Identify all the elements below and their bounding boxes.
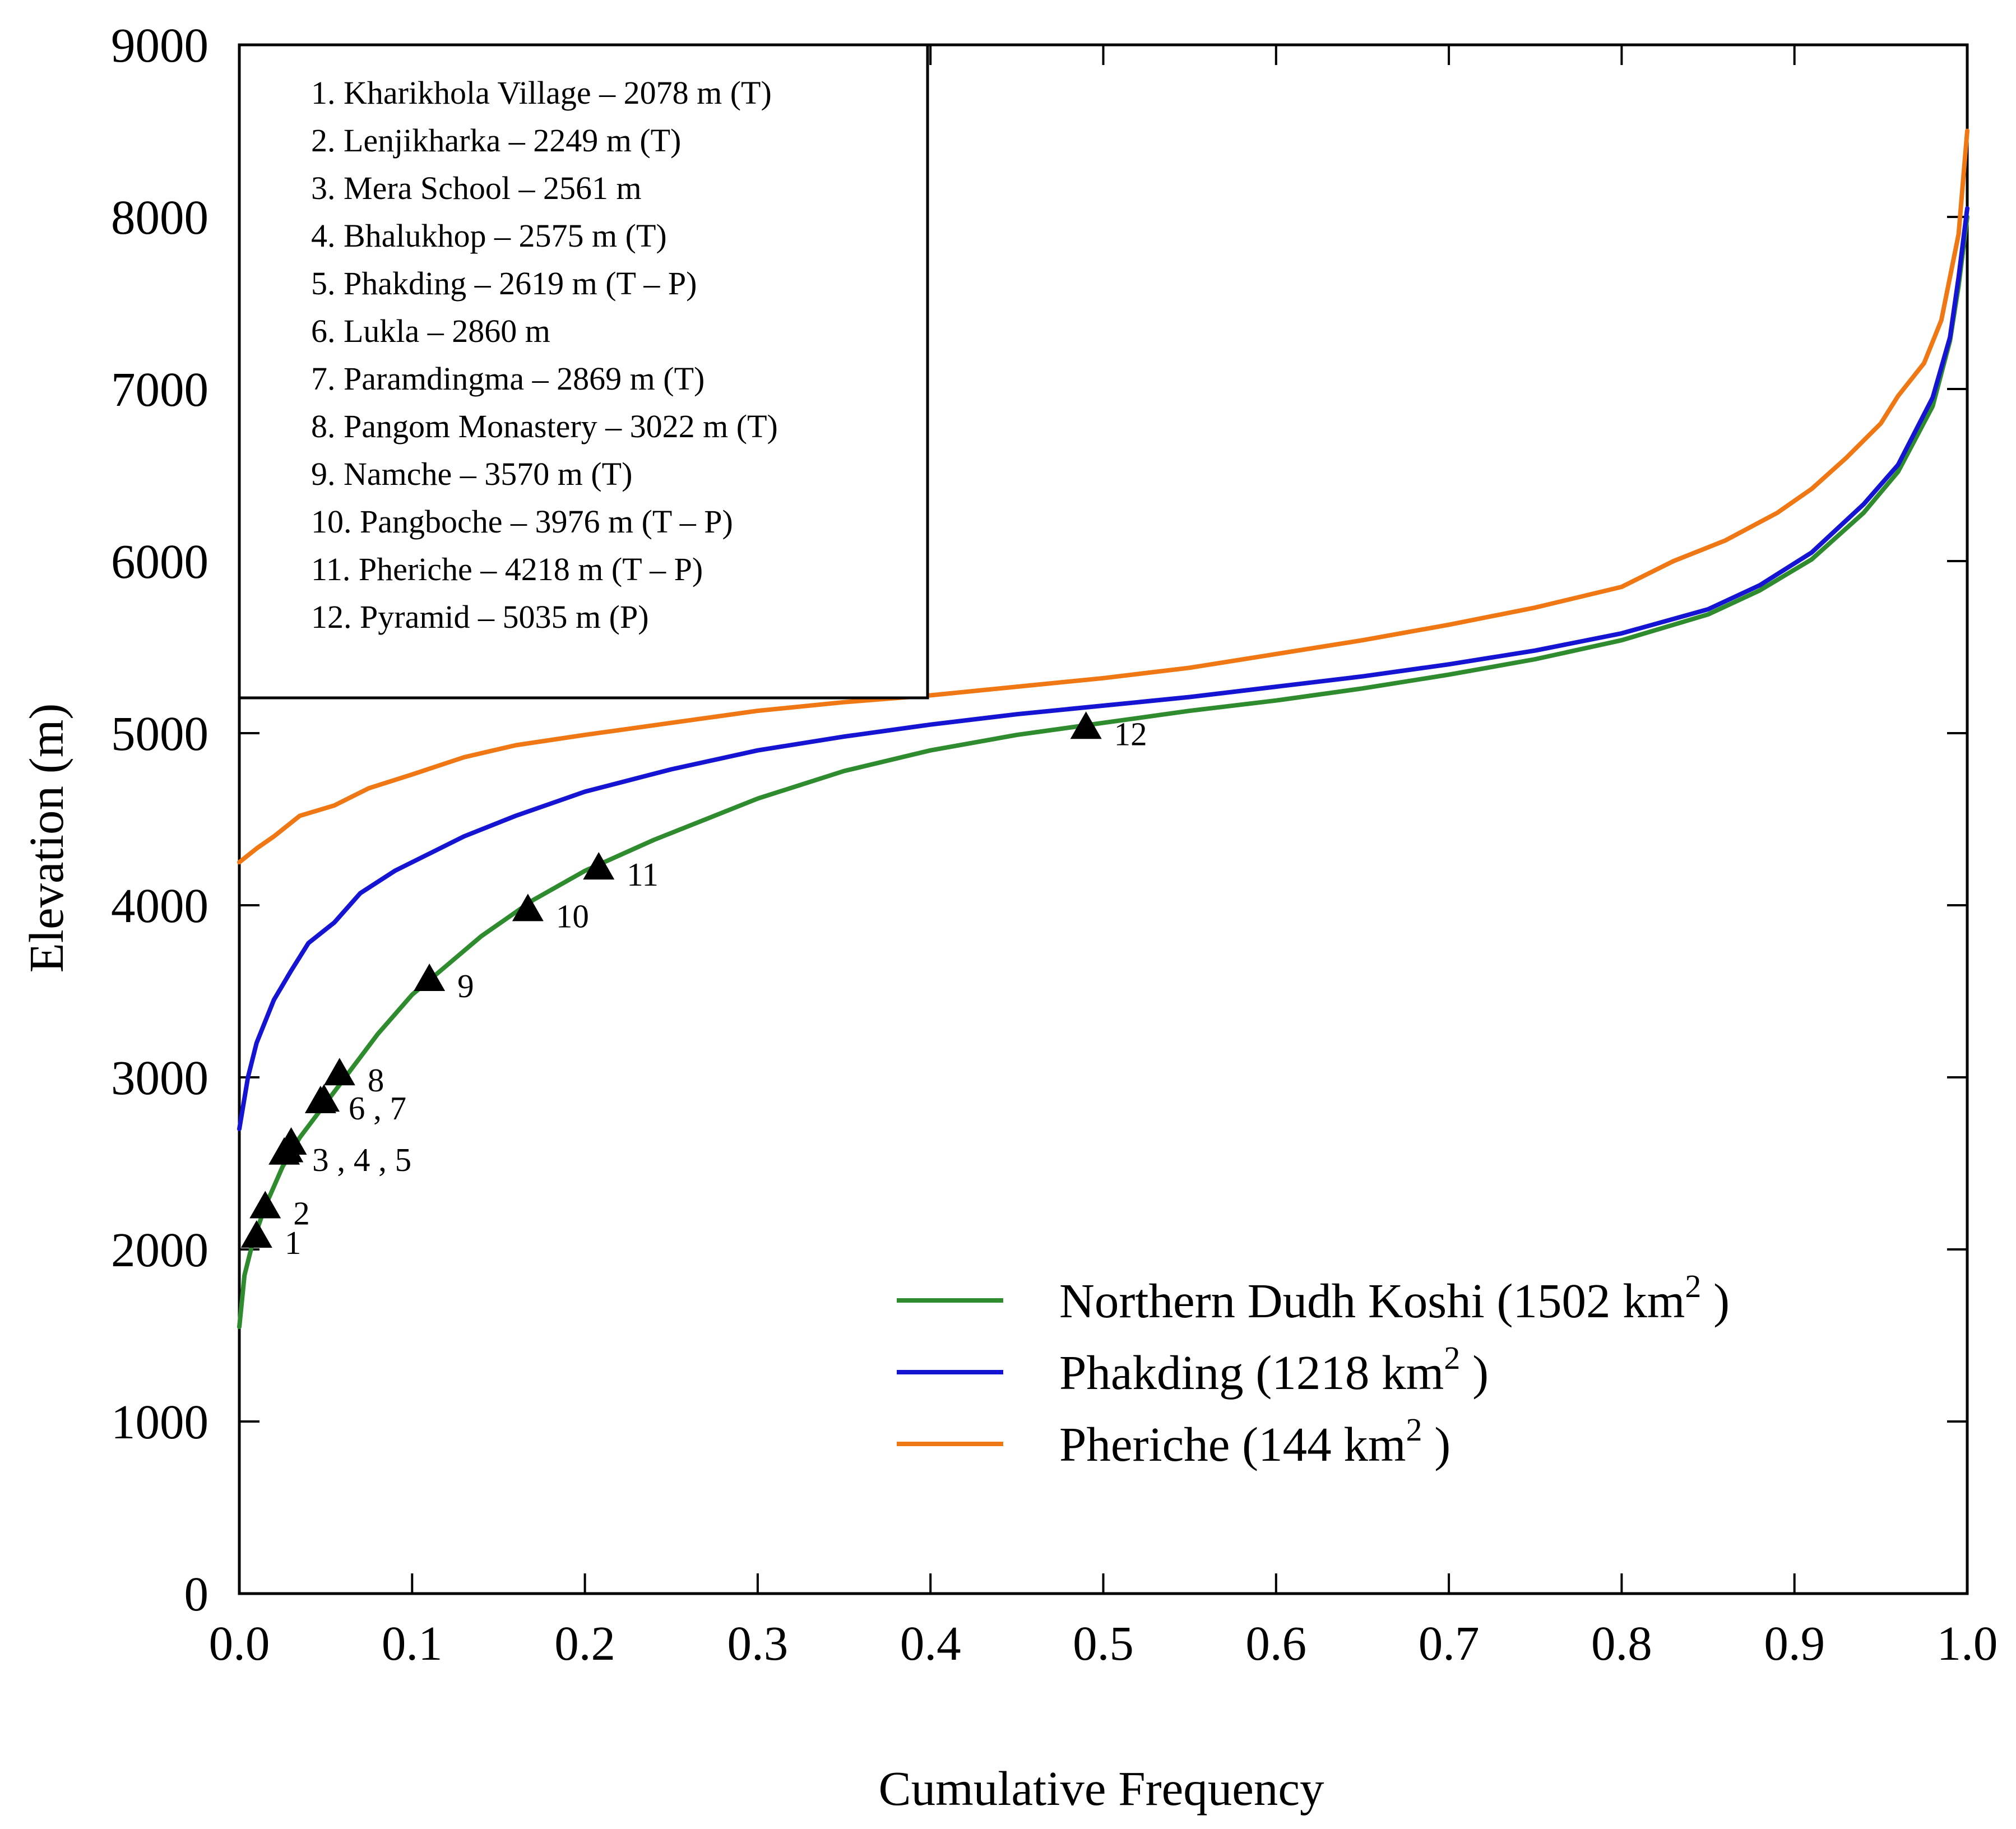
x-tick-label: 0.5 [1073,1616,1134,1670]
site-marker-8 [323,1058,355,1086]
site-marker-11 [583,852,615,880]
y-axis-title: Elevation (m) [19,703,73,973]
series-line-pheriche [237,128,1969,865]
site-list-item: 11. Pheriche – 4218 m (T – P) [311,551,703,587]
y-tick-label: 6000 [111,534,208,589]
legend: Northern Dudh Koshi (1502 km2 ) Phakding … [897,1268,1730,1471]
site-marker-5 [275,1127,307,1155]
x-tick-label: 0.7 [1419,1616,1480,1670]
site-marker-10 [512,893,544,922]
y-tick-label: 9000 [111,18,208,72]
site-list-item: 10. Pangboche – 3976 m (T – P) [311,503,733,540]
y-tick-label: 8000 [111,190,208,244]
site-marker-9 [414,964,446,992]
series-lines [237,128,1969,1330]
x-tick-label: 0.2 [554,1616,615,1670]
site-marker-1 [240,1220,272,1248]
site-list-item: 1. Kharikhola Village – 2078 m (T) [311,75,772,111]
legend-label: Pheriche (144 km2 ) [1059,1411,1450,1471]
x-tick-label: 0.6 [1245,1616,1306,1670]
y-tick-label: 7000 [111,362,208,416]
y-tick-label: 4000 [111,878,208,933]
site-marker-label-12: 12 [1114,715,1147,752]
site-marker-7 [308,1084,340,1112]
site-list-item: 3. Mera School – 2561 m [311,170,642,206]
y-tick-label: 3000 [111,1050,208,1105]
site-marker-2 [249,1191,281,1219]
series-line-northern-dudh-koshi [237,215,1969,1330]
site-list-item: 12. Pyramid – 5035 m (P) [311,599,649,635]
site-list-frame [238,43,929,700]
legend-label: Phakding (1218 km2 ) [1059,1340,1489,1400]
site-marker-label-3: 3 , 4 , 5 [312,1141,411,1178]
x-axis-title: Cumulative Frequency [879,1761,1324,1816]
site-list-item: 7. Paramdingma – 2869 m (T) [311,360,705,397]
site-list-item: 5. Phakding – 2619 m (T – P) [311,265,697,302]
site-list-item: 2. Lenjikharka – 2249 m (T) [311,122,681,159]
site-marker-label-11: 11 [627,856,659,893]
site-list-item: 9. Namche – 3570 m (T) [311,456,632,492]
x-tick-label: 0.4 [900,1616,961,1670]
series-line-phakding [237,206,1969,1132]
site-marker-label-2: 2 [293,1195,310,1232]
x-tick-label: 0.1 [382,1616,443,1670]
x-tick-label: 0.9 [1764,1616,1825,1670]
site-list-item: 8. Pangom Monastery – 3022 m (T) [311,408,778,444]
site-marker-label-6: 6 , 7 [349,1090,406,1127]
x-tick-label: 0.3 [727,1616,789,1670]
site-marker-label-1: 1 [285,1224,301,1261]
x-tick-label: 1.0 [1937,1616,1998,1670]
site-list-item: 4. Bhalukhop – 2575 m (T) [311,217,667,254]
y-tick-label: 1000 [111,1395,208,1449]
y-tick-label: 5000 [111,706,208,761]
site-list-box: 1. Kharikhola Village – 2078 m (T) 2. Len… [238,43,929,700]
y-tick-label: 2000 [111,1223,208,1277]
site-marker-label-8: 8 [368,1062,384,1099]
site-marker-label-10: 10 [556,897,589,934]
x-tick-label: 0.0 [209,1616,270,1670]
y-tick-label: 0 [184,1567,209,1621]
site-marker-12 [1070,711,1102,739]
legend-label: Northern Dudh Koshi (1502 km2 ) [1059,1268,1730,1328]
site-marker-label-9: 9 [457,967,474,1004]
axes: 0.0 0.1 0.2 0.3 0.4 0.5 0.6 0.7 0.8 0.9 1.0 0 1000 20… [111,18,1998,1670]
site-list-item: 6. Lukla – 2860 m [311,313,550,349]
x-tick-label: 0.8 [1591,1616,1652,1670]
